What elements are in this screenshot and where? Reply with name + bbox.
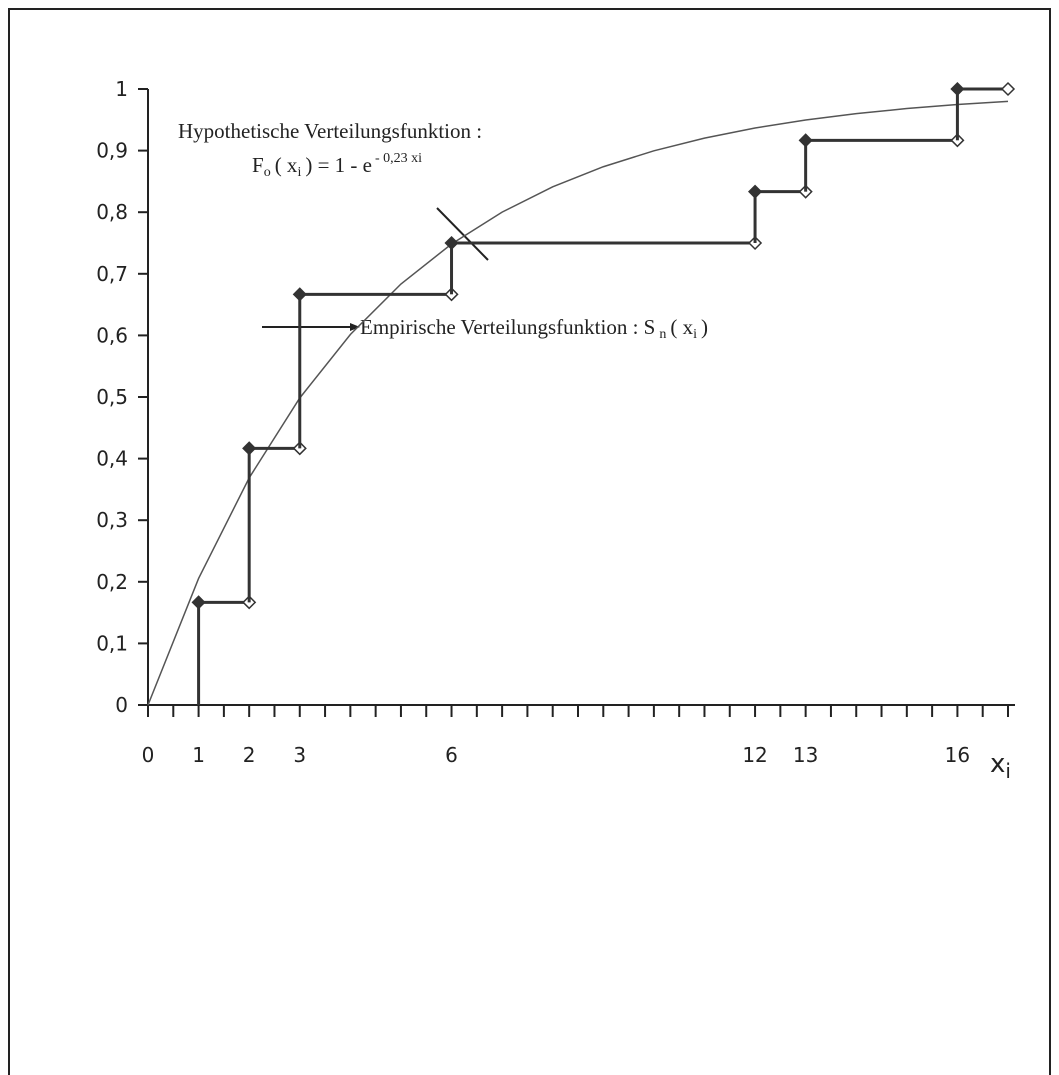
text: F (252, 153, 264, 177)
text: Empirische Verteilungsfunktion : S (360, 315, 655, 339)
step-end-point (1000, 81, 1016, 97)
y-tick-label: 0,2 (96, 570, 128, 594)
x-tick-label: 16 (945, 743, 970, 767)
y-tick-label: 0,7 (96, 262, 128, 286)
step-point (191, 595, 206, 610)
text: o (264, 165, 271, 180)
text: i (693, 327, 697, 342)
annotation: Hypothetische Verteilungsfunktion : (178, 119, 482, 143)
hypothetical-curve (147, 100, 1009, 706)
step-point (747, 184, 763, 199)
step-point (242, 441, 257, 456)
y-tick-label: 0,9 (96, 139, 128, 163)
text: x (990, 749, 1005, 779)
x-tick-label: 6 (445, 743, 458, 767)
x-tick-label: 12 (742, 743, 767, 767)
text: ) = 1 - e (305, 153, 372, 177)
annotation-empirical: Empirische Verteilungsfunktion : S n ( xi) (360, 315, 708, 342)
y-tick-label: 0,1 (96, 631, 128, 655)
step-point (798, 133, 813, 148)
y-tick-label: 1 (115, 77, 128, 101)
y-tick-label: 0,4 (96, 447, 128, 471)
x-axis-label: xi (990, 749, 1011, 783)
text: ( x (670, 315, 693, 339)
y-tick-label: 0,3 (96, 508, 128, 532)
x-tick-label: 13 (793, 743, 818, 767)
y-tick-label: 0,8 (96, 200, 128, 224)
text: n (659, 327, 666, 342)
y-tick-label: 0 (115, 693, 128, 717)
text: i (1005, 759, 1011, 783)
frame (8, 8, 1051, 1075)
text: ) (701, 315, 708, 339)
x-tick-label: 0 (142, 743, 155, 767)
text: ( x (275, 153, 298, 177)
step-point (950, 81, 965, 97)
x-tick-label: 2 (243, 743, 256, 767)
step-point (444, 235, 459, 251)
x-tick-label: 1 (192, 743, 205, 767)
y-tick-label: 0,6 (96, 323, 128, 347)
y-tick-label: 0,5 (96, 385, 128, 409)
annotation-formula: Fo ( xi ) = 1 - e- 0,23 xi (252, 151, 422, 180)
pointer-line (436, 207, 489, 261)
text: - 0,23 xi (375, 151, 422, 166)
arrow-head (350, 323, 360, 331)
text: i (297, 165, 301, 180)
x-tick-label: 3 (293, 743, 306, 767)
step-point (292, 287, 307, 302)
